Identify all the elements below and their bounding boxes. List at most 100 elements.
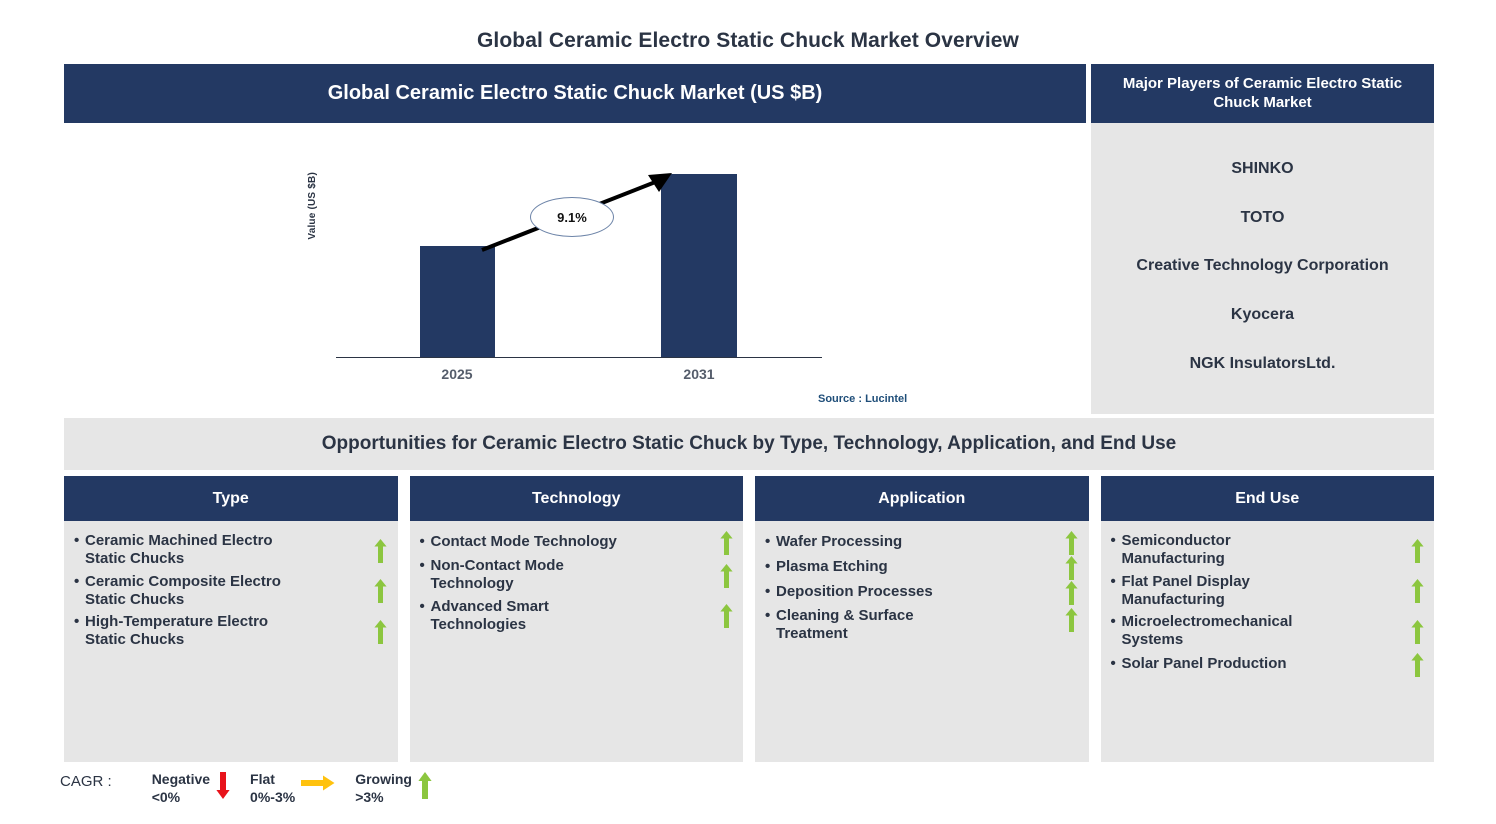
list-item-label: • Cleaning & Surface Treatment: [765, 606, 1057, 646]
trend-arrow-up-green-icon: [715, 563, 737, 588]
list-item: • Semiconductor Manufacturing: [1111, 531, 1429, 571]
trend-arrow-up-green-icon: [1406, 579, 1428, 604]
list-item-line2: Static Chucks: [85, 550, 185, 568]
chart-body: [64, 123, 1086, 414]
x-tick-2025: 2025: [441, 366, 473, 382]
column-body: • Wafer Processing • Plasma Etching • Depos…: [755, 521, 1089, 762]
arrow-up-green-icon: [412, 772, 438, 799]
list-item: • Deposition Processes: [765, 581, 1083, 605]
page-title: Global Ceramic Electro Static Chuck Mark…: [477, 29, 1019, 52]
bar-2031: [661, 174, 737, 357]
cagr-legend: CAGR : Negative <0% Flat 0%-3% Growing >…: [60, 770, 452, 806]
trend-arrow-up-green-icon: [1061, 608, 1083, 632]
list-item-label: • Ceramic Composite Electro Static Chucks: [74, 572, 366, 612]
x-tick-2031: 2031: [683, 366, 715, 382]
list-item-label: • Deposition Processes: [765, 583, 933, 601]
arrow-right-yellow-icon: [295, 775, 341, 791]
list-item-line1: Ceramic Machined Electro: [85, 532, 273, 549]
legend-label: Negative <0%: [152, 770, 210, 806]
trend-arrow-up-green-icon: [715, 531, 737, 555]
list-item: • High-Temperature Electro Static Chucks: [74, 612, 392, 652]
column-header: End Use: [1100, 476, 1434, 521]
trend-arrow-up-green-icon: [1406, 619, 1428, 644]
legend-entry-negative: Negative <0%: [152, 770, 236, 806]
column-body: • Ceramic Machined Electro Static Chucks •…: [64, 521, 398, 762]
opportunities-columns: Type • Ceramic Machined Electro Static Chu…: [64, 476, 1434, 762]
list-item: Kyocera: [1230, 306, 1295, 324]
list-item-line1: Plasma Etching: [776, 558, 888, 576]
list-item-line1: Microelectromechanical: [1121, 613, 1293, 631]
list-item: SHINKO: [1231, 159, 1294, 177]
market-chart-panel: Global Ceramic Electro Static Chuck Mark…: [64, 64, 1086, 414]
list-item-line1: Contact Mode Technology: [430, 533, 617, 551]
list-item-label: • Microelectromechanical Systems: [1111, 612, 1403, 652]
list-item: TOTO: [1240, 208, 1285, 226]
list-item: • Microelectromechanical Systems: [1111, 612, 1429, 652]
list-item-label: • Contact Mode Technology: [419, 533, 617, 551]
list-item: • Wafer Processing: [765, 531, 1083, 555]
legend-entry-range: <0%: [151, 789, 181, 806]
column-header: Technology: [409, 476, 743, 521]
column-header: Application: [755, 476, 1089, 521]
list-item-label: • Ceramic Machined Electro Static Chucks: [74, 531, 366, 571]
chart-x-axis-line: [336, 357, 822, 358]
list-item: • Ceramic Machined Electro Static Chucks: [74, 531, 392, 571]
list-item-line2: Manufacturing: [1121, 590, 1225, 608]
list-item-line2: Treatment: [776, 625, 848, 643]
trend-arrow-up-green-icon: [370, 538, 392, 563]
list-item-line2: Technology: [430, 575, 514, 593]
list-item-line2: Static Chucks: [85, 631, 185, 649]
column-body: • Semiconductor Manufacturing • Flat Panel …: [1101, 521, 1435, 762]
list-item-line1: Solar Panel Production: [1121, 655, 1287, 673]
legend-entry-range: 0%-3%: [250, 789, 296, 806]
major-players-panel: Major Players of Ceramic Electro Static …: [1091, 64, 1434, 414]
list-item-label: • Plasma Etching: [765, 558, 888, 576]
arrow-down-red-icon: [210, 772, 236, 799]
list-item-line2: Static Chucks: [85, 590, 185, 608]
legend-entry-growing: Growing >3%: [355, 770, 438, 806]
chart-source-note: Source : Lucintel: [818, 393, 908, 405]
trend-arrow-up-green-icon: [370, 619, 392, 644]
list-item-label: • Non-Contact Mode Technology: [420, 556, 712, 596]
list-item-label: • Wafer Processing: [765, 533, 903, 551]
list-item: Creative Technology Corporation: [1136, 257, 1389, 275]
list-item-line2: Systems: [1121, 631, 1184, 649]
players-list: SHINKO TOTO Creative Technology Corporat…: [1091, 123, 1434, 414]
list-item-line1: Wafer Processing: [776, 533, 903, 551]
list-item: • Solar Panel Production: [1110, 652, 1429, 677]
list-item: • Advanced Smart Technologies: [420, 597, 738, 637]
legend-entry-label: Flat: [250, 771, 275, 787]
chart-panel-header: Global Ceramic Electro Static Chuck Mark…: [64, 64, 1086, 123]
list-item-line1: Deposition Processes: [776, 583, 933, 601]
trend-arrow-up-green-icon: [370, 579, 392, 604]
opportunity-column-application: Application • Wafer Processing • Plasma Et…: [755, 476, 1089, 762]
trend-arrow-up-green-icon: [1406, 652, 1428, 677]
list-item: • Non-Contact Mode Technology: [420, 556, 738, 596]
list-item-line1: Advanced Smart: [430, 597, 549, 615]
list-item-line2: Manufacturing: [1121, 550, 1225, 568]
trend-arrow-up-green-icon: [1406, 538, 1428, 563]
legend-label: Flat 0%-3%: [250, 770, 295, 806]
list-item: • Flat Panel Display Manufacturing: [1111, 572, 1429, 612]
list-item-label: • Semiconductor Manufacturing: [1111, 531, 1403, 571]
bar-2025: [420, 246, 495, 357]
trend-arrow-up-green-icon: [1061, 581, 1083, 605]
opportunity-column-technology: Technology • Contact Mode Technology • Non…: [409, 476, 743, 762]
list-item: • Contact Mode Technology: [420, 531, 738, 555]
list-item: • Cleaning & Surface Treatment: [765, 606, 1083, 646]
legend-entry-label: Negative: [151, 771, 211, 787]
list-item-line2: Technologies: [430, 615, 527, 633]
list-item-line1: High-Temperature Electro: [85, 613, 269, 631]
legend-entry-label: Growing: [355, 771, 412, 787]
opportunity-column-type: Type • Ceramic Machined Electro Static Chu…: [64, 476, 398, 762]
list-item-label: • Advanced Smart Technologies: [420, 597, 712, 637]
list-item: NGK InsulatorsLtd.: [1189, 355, 1336, 373]
cagr-callout-badge: 9.1%: [530, 197, 614, 237]
list-item-line1: Ceramic Composite Electro: [85, 572, 281, 590]
trend-arrow-up-green-icon: [1061, 556, 1083, 580]
legend-entry-range: >3%: [355, 789, 384, 806]
list-item-label: • Solar Panel Production: [1110, 655, 1287, 673]
list-item-line1: Non-Contact Mode: [430, 557, 564, 574]
opportunity-column-end-use: End Use • Semiconductor Manufacturing • Fla…: [1100, 476, 1435, 762]
list-item-line1: Cleaning & Surface: [776, 607, 914, 624]
